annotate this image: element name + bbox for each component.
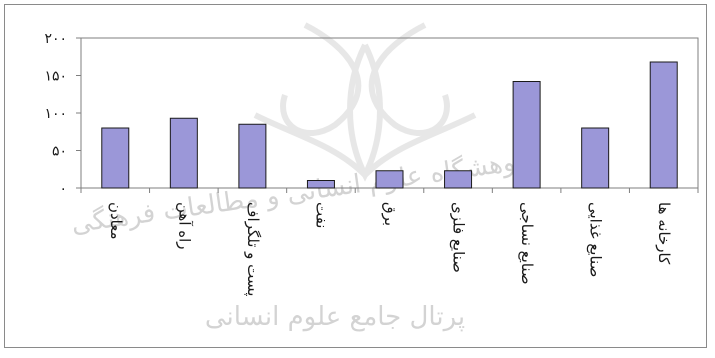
- x-tick-label: صنایع نساجی: [518, 202, 536, 285]
- x-tick-label: صنایع غذایی: [587, 202, 605, 277]
- x-tick-label: صنایع فلزی: [450, 202, 468, 273]
- y-axis: ۰ ۵۰ ۱۰۰ ۱۵۰ ۲۰۰: [44, 31, 81, 197]
- x-tick-label: برق: [381, 202, 399, 226]
- bar-series: [101, 61, 678, 189]
- y-tick-label: ۲۰۰: [44, 31, 67, 47]
- bar: [169, 117, 198, 189]
- x-tick-labels: معادن راه آهن پست و تلگراف نفت برق صنایع فلزی…: [107, 202, 673, 296]
- y-tick-label: ۰: [59, 181, 67, 197]
- bar: [306, 180, 335, 189]
- y-tick-label: ۱۰۰: [44, 106, 67, 122]
- y-tick-label: ۵۰: [52, 144, 67, 160]
- bar-chart: ۰ ۵۰ ۱۰۰ ۱۵۰ ۲۰۰ معادن راه آهن پست و تلگراف نفت…: [44, 31, 699, 296]
- bar: [375, 170, 404, 189]
- bar: [512, 81, 541, 189]
- x-tick-label: پست و تلگراف: [243, 202, 262, 296]
- x-tick-label: نفت: [312, 202, 330, 229]
- bar: [444, 170, 473, 189]
- bar: [101, 127, 130, 189]
- y-tick-label: ۱۵۰: [44, 69, 67, 85]
- x-axis: [80, 188, 699, 193]
- x-tick-label: کارخانه ها: [655, 202, 673, 265]
- bar: [581, 127, 610, 189]
- chart-frame: پژوهشگاه علوم انسانی و مطالعات فرهنگی پر…: [4, 4, 707, 348]
- x-tick-label: معادن: [107, 202, 125, 240]
- x-tick-label: راه آهن: [175, 202, 193, 250]
- bar: [649, 61, 678, 189]
- bar: [238, 123, 267, 189]
